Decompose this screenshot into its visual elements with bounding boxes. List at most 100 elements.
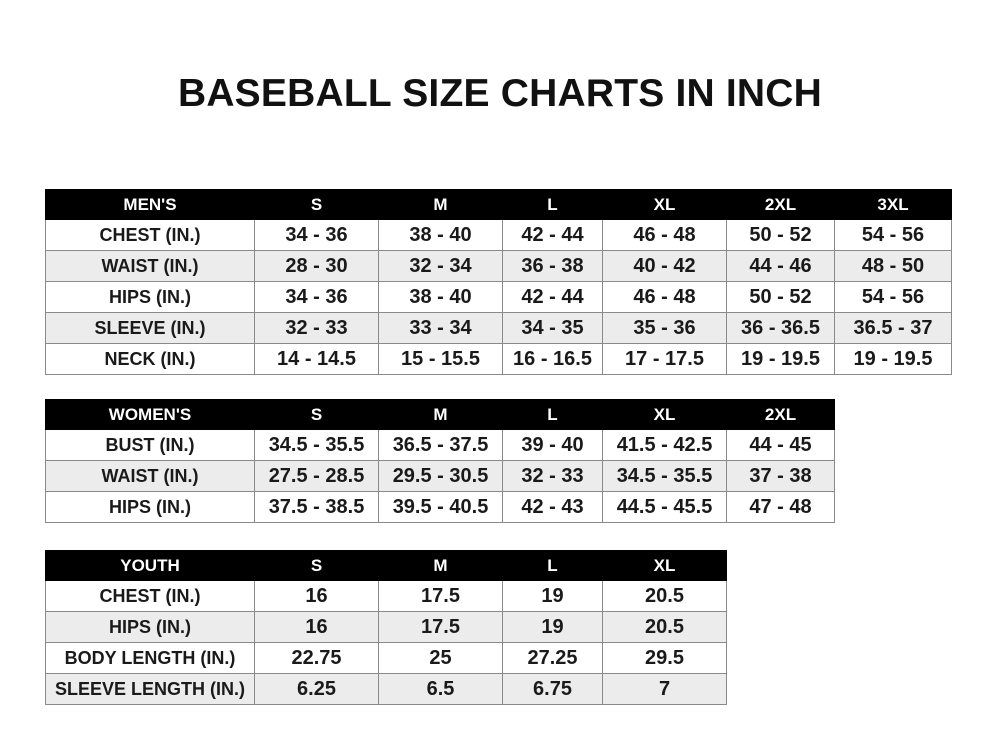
size-value: 6.25 <box>254 673 379 705</box>
size-column-header: M <box>378 189 503 220</box>
size-value: 46 - 48 <box>602 219 727 251</box>
size-value: 15 - 15.5 <box>378 343 503 375</box>
measurement-label: SLEEVE (IN.) <box>45 312 255 344</box>
size-value: 29.5 <box>602 642 727 674</box>
size-value: 33 - 34 <box>378 312 503 344</box>
size-value: 34.5 - 35.5 <box>254 429 379 461</box>
measurement-label: CHEST (IN.) <box>45 219 255 251</box>
size-value: 22.75 <box>254 642 379 674</box>
table-header-row: MEN'S S M L XL 2XL 3XL <box>45 189 952 220</box>
size-value: 34 - 36 <box>254 219 379 251</box>
size-value: 42 - 44 <box>502 281 603 313</box>
size-value: 44 - 46 <box>726 250 835 282</box>
size-value: 16 <box>254 611 379 643</box>
size-value: 40 - 42 <box>602 250 727 282</box>
size-value: 39 - 40 <box>502 429 603 461</box>
measurement-label: SLEEVE LENGTH (IN.) <box>45 673 255 705</box>
measurement-label: BUST (IN.) <box>45 429 255 461</box>
mens-size-table: MEN'S S M L XL 2XL 3XL CHEST (IN.) 34 - 36 38 - 4… <box>45 189 952 375</box>
measurement-label: HIPS (IN.) <box>45 611 255 643</box>
size-value: 34 - 35 <box>502 312 603 344</box>
size-value: 39.5 - 40.5 <box>378 491 503 523</box>
measurement-label: NECK (IN.) <box>45 343 255 375</box>
size-value: 44.5 - 45.5 <box>602 491 727 523</box>
size-column-header: S <box>254 550 379 581</box>
size-value: 36 - 36.5 <box>726 312 835 344</box>
measurement-label: HIPS (IN.) <box>45 491 255 523</box>
table-row: CHEST (IN.) 16 17.5 19 20.5 <box>45 580 727 612</box>
size-value: 37 - 38 <box>726 460 835 492</box>
size-value: 46 - 48 <box>602 281 727 313</box>
size-value: 32 - 34 <box>378 250 503 282</box>
size-value: 6.75 <box>502 673 603 705</box>
size-value: 28 - 30 <box>254 250 379 282</box>
size-value: 19 <box>502 611 603 643</box>
size-column-header: 3XL <box>834 189 952 220</box>
size-value: 19 <box>502 580 603 612</box>
table-category-header: YOUTH <box>45 550 255 581</box>
size-value: 38 - 40 <box>378 281 503 313</box>
size-value: 34.5 - 35.5 <box>602 460 727 492</box>
womens-size-table: WOMEN'S S M L XL 2XL BUST (IN.) 34.5 - 35.5 36.5… <box>45 399 835 523</box>
table-row: SLEEVE (IN.) 32 - 33 33 - 34 34 - 35 35 - 36… <box>45 312 952 344</box>
size-value: 32 - 33 <box>254 312 379 344</box>
size-column-header: L <box>502 189 603 220</box>
size-column-header: L <box>502 399 603 430</box>
size-column-header: XL <box>602 399 727 430</box>
size-value: 6.5 <box>378 673 503 705</box>
youth-size-table: YOUTH S M L XL CHEST (IN.) 16 17.5 19 20.5 HIPS (I… <box>45 550 727 705</box>
size-value: 54 - 56 <box>834 219 952 251</box>
table-row: HIPS (IN.) 16 17.5 19 20.5 <box>45 611 727 643</box>
size-value: 20.5 <box>602 611 727 643</box>
size-value: 32 - 33 <box>502 460 603 492</box>
table-row: SLEEVE LENGTH (IN.) 6.25 6.5 6.75 7 <box>45 673 727 705</box>
size-value: 50 - 52 <box>726 281 835 313</box>
table-row: BUST (IN.) 34.5 - 35.5 36.5 - 37.5 39 - 40 4… <box>45 429 835 461</box>
size-value: 17.5 <box>378 580 503 612</box>
size-value: 37.5 - 38.5 <box>254 491 379 523</box>
size-value: 36.5 - 37.5 <box>378 429 503 461</box>
measurement-label: BODY LENGTH (IN.) <box>45 642 255 674</box>
table-row: CHEST (IN.) 34 - 36 38 - 40 42 - 44 46 - 48 5… <box>45 219 952 251</box>
size-value: 14 - 14.5 <box>254 343 379 375</box>
size-value: 7 <box>602 673 727 705</box>
size-value: 47 - 48 <box>726 491 835 523</box>
size-value: 17 - 17.5 <box>602 343 727 375</box>
table-row: WAIST (IN.) 28 - 30 32 - 34 36 - 38 40 - 42 4… <box>45 250 952 282</box>
table-category-header: MEN'S <box>45 189 255 220</box>
table-header-row: YOUTH S M L XL <box>45 550 727 581</box>
size-value: 27.5 - 28.5 <box>254 460 379 492</box>
size-value: 34 - 36 <box>254 281 379 313</box>
size-value: 19 - 19.5 <box>834 343 952 375</box>
size-column-header: S <box>254 189 379 220</box>
size-value: 42 - 44 <box>502 219 603 251</box>
size-column-header: XL <box>602 550 727 581</box>
measurement-label: WAIST (IN.) <box>45 460 255 492</box>
size-value: 17.5 <box>378 611 503 643</box>
size-value: 35 - 36 <box>602 312 727 344</box>
size-column-header: XL <box>602 189 727 220</box>
size-value: 36.5 - 37 <box>834 312 952 344</box>
table-row: WAIST (IN.) 27.5 - 28.5 29.5 - 30.5 32 - 33… <box>45 460 835 492</box>
size-value: 29.5 - 30.5 <box>378 460 503 492</box>
size-value: 44 - 45 <box>726 429 835 461</box>
size-value: 50 - 52 <box>726 219 835 251</box>
table-row: HIPS (IN.) 34 - 36 38 - 40 42 - 44 46 - 48 50… <box>45 281 952 313</box>
size-value: 42 - 43 <box>502 491 603 523</box>
table-header-row: WOMEN'S S M L XL 2XL <box>45 399 835 430</box>
size-column-header: L <box>502 550 603 581</box>
table-category-header: WOMEN'S <box>45 399 255 430</box>
size-value: 36 - 38 <box>502 250 603 282</box>
size-value: 27.25 <box>502 642 603 674</box>
size-value: 16 <box>254 580 379 612</box>
size-value: 20.5 <box>602 580 727 612</box>
size-value: 25 <box>378 642 503 674</box>
size-value: 41.5 - 42.5 <box>602 429 727 461</box>
page-title: BASEBALL SIZE CHARTS IN INCH <box>177 72 823 115</box>
size-value: 54 - 56 <box>834 281 952 313</box>
measurement-label: CHEST (IN.) <box>45 580 255 612</box>
size-value: 19 - 19.5 <box>726 343 835 375</box>
measurement-label: WAIST (IN.) <box>45 250 255 282</box>
size-value: 38 - 40 <box>378 219 503 251</box>
size-value: 16 - 16.5 <box>502 343 603 375</box>
